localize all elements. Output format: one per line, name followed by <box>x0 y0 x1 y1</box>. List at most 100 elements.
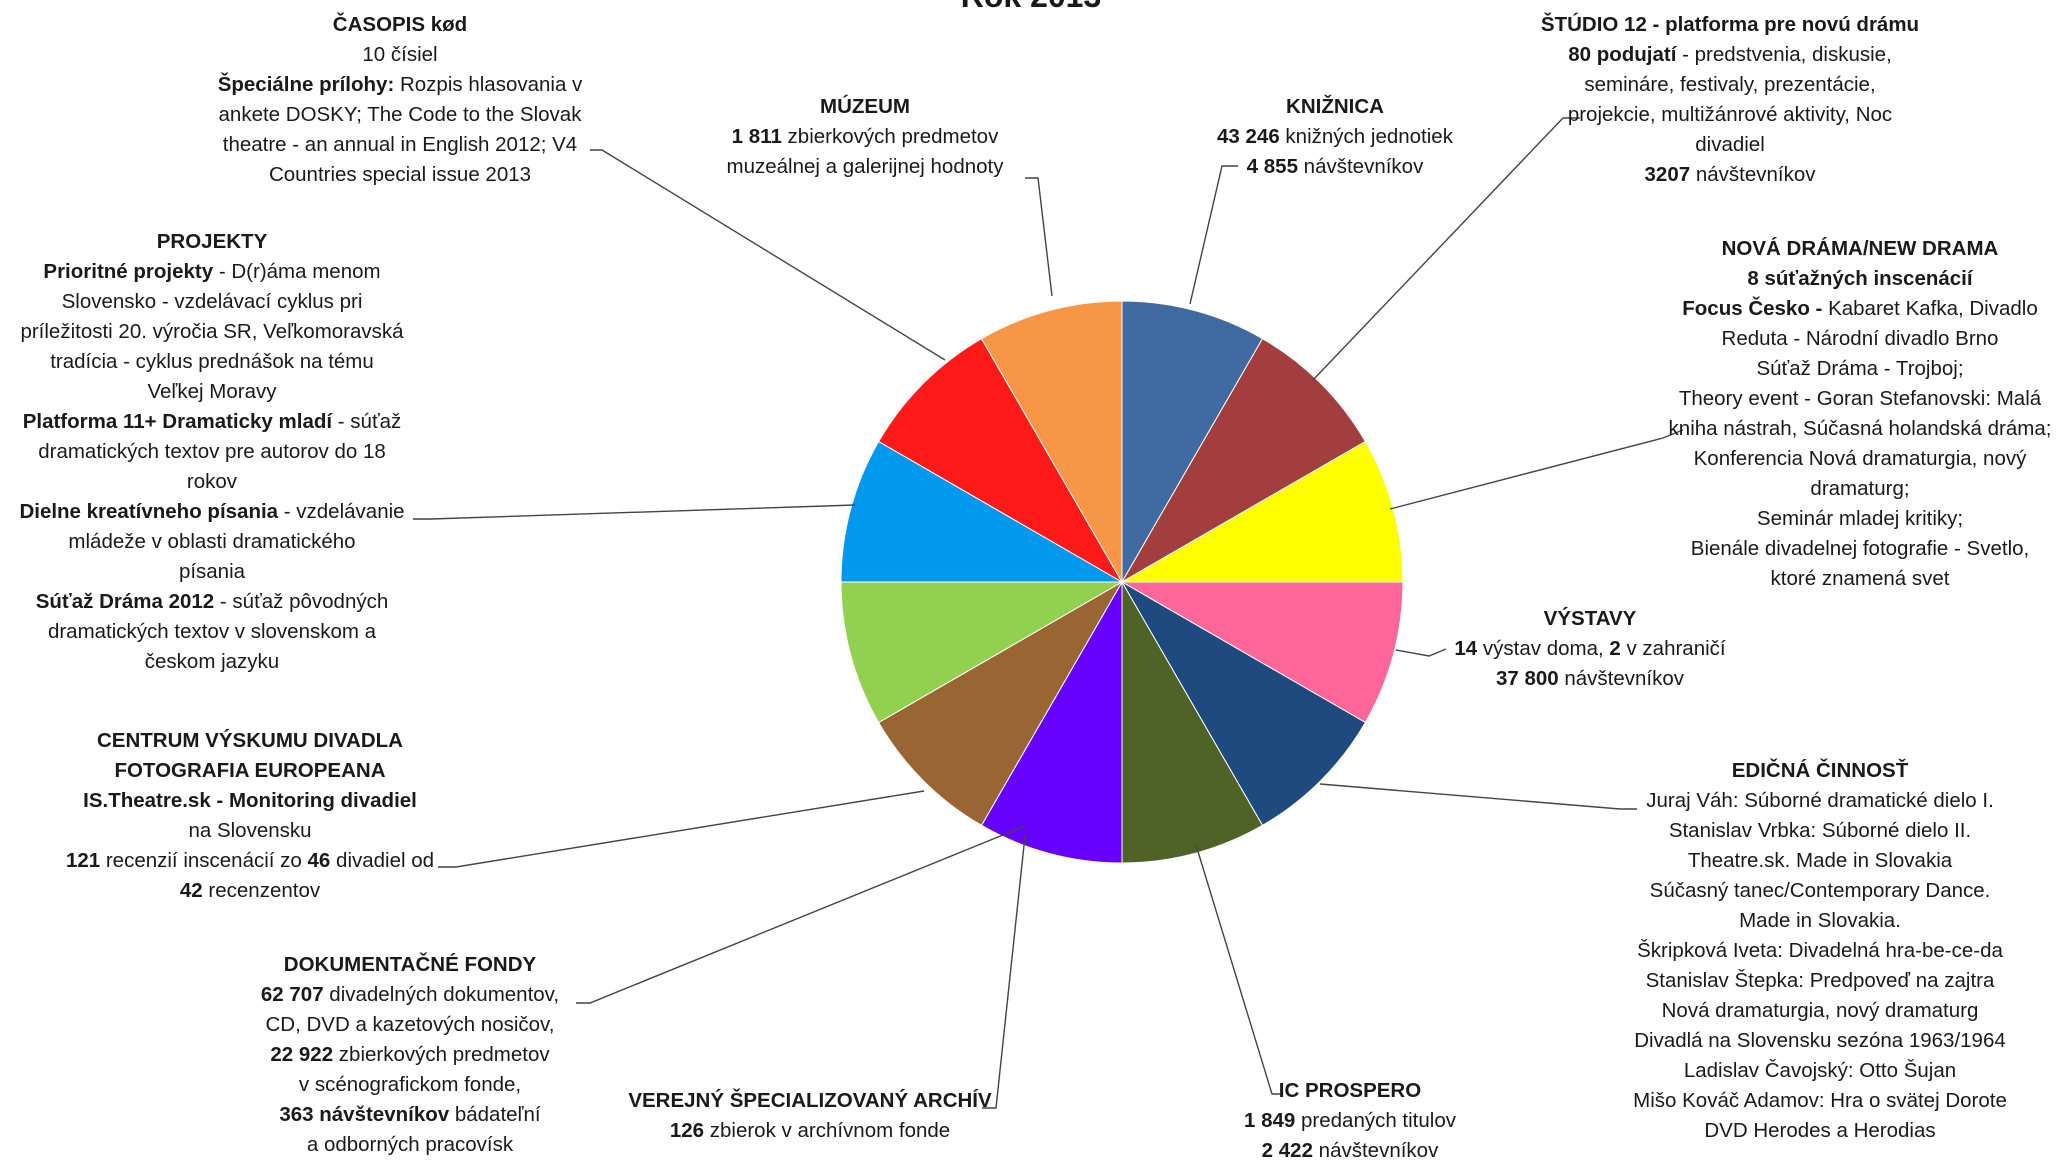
label-nova-drama: NOVÁ DRÁMA/NEW DRAMA 8 súťažných inscená… <box>1660 234 2060 594</box>
edicna-line: Stanislav Vrbka: Súborné dielo II. <box>1668 819 1972 842</box>
leader-line-prospero <box>1195 844 1283 1095</box>
projekty-line: Dielne kreatívneho písania - vzdelávanie <box>19 500 405 523</box>
muzeum-line: 1 811 zbierkových predmetov <box>731 125 999 148</box>
pie-slice-7 <box>980 580 1123 864</box>
leader-line-edicna <box>1319 783 1637 810</box>
dokumentacne-line: 363 návštevníkov bádateľní <box>279 1103 541 1126</box>
edicna-line: Made in Slovakia. <box>1739 909 1901 932</box>
projekty-line: rokov <box>186 470 238 493</box>
pie-slice-3 <box>1120 440 1404 583</box>
nova-drama-line: Theory event - Goran Stefanovski: Malá <box>1678 387 2042 410</box>
projekty-line: mládeže v oblasti dramatického <box>68 530 356 553</box>
kniznica-line: 43 246 knižných jednotiek <box>1217 125 1453 148</box>
pie-slice-5 <box>1120 580 1367 827</box>
vystavy-line: 37 800 návštevníkov <box>1495 667 1685 690</box>
edicna-line: Divadlá na Slovensku sezóna 1963/1964 <box>1634 1029 2006 1052</box>
prospero-line: 2 422 návštevníkov <box>1261 1139 1439 1162</box>
nova-drama-line: Konferencia Nová dramaturgia, nový <box>1693 447 2027 470</box>
vystavy-title: VÝSTAVY <box>1543 607 1637 630</box>
dokumentacne-line: v scénografickom fonde, <box>298 1073 522 1096</box>
muzeum-title: MÚZEUM <box>820 95 910 118</box>
edicna-line: Mišo Kováč Adamov: Hra o svätej Dorote <box>1633 1089 2007 1112</box>
leader-line-casopis <box>590 149 946 361</box>
label-vystavy: VÝSTAVY 14 výstav doma, 2 v zahraničí 37… <box>1440 604 1740 694</box>
studio-line: divadiel <box>1695 133 1765 156</box>
nova-drama-line: Seminár mladej kritiky; <box>1756 507 1964 530</box>
edicna-line: Stanislav Štepka: Predpoveď na zajtra <box>1645 969 1995 992</box>
casopis-title: ČASOPIS kød <box>332 13 468 36</box>
leader-line-archiv <box>982 835 1026 1109</box>
label-centrum: CENTRUM VÝSKUMU DIVADLA FOTOGRAFIA EUROP… <box>60 726 440 906</box>
nova-drama-line: Reduta - Národní divadlo Brno <box>1721 327 1999 350</box>
nova-drama-line: ktoré znamená svet <box>1770 567 1950 590</box>
prospero-line: 1 849 predaných titulov <box>1244 1109 1456 1132</box>
edicna-line: Theatre.sk. Made in Slovakia <box>1687 849 1953 872</box>
projekty-line: Slovensko - vzdelávací cyklus pri <box>61 290 363 313</box>
projekty-line: Veľkej Moravy <box>147 380 277 403</box>
label-edicna: EDIČNÁ ČINNOSŤ Juraj Váh: Súborné dramat… <box>1610 756 2030 1146</box>
chart-title: Rok 2013 <box>0 0 2062 15</box>
pie-slice-8 <box>877 580 1124 827</box>
pie-slice-12 <box>980 300 1123 584</box>
edicna-line: DVD Herodes a Herodias <box>1704 1119 1936 1142</box>
projekty-line: dramatických textov v slovenskom a <box>47 620 377 643</box>
edicna-line: Súčasný tanec/Contemporary Dance. <box>1649 879 1991 902</box>
pie-slices <box>840 300 1404 864</box>
projekty-line: písania <box>178 560 246 583</box>
casopis-line: Countries special issue 2013 <box>268 163 532 186</box>
label-muzeum: MÚZEUM 1 811 zbierkových predmetov muzeá… <box>700 92 1030 182</box>
centrum-line: 42 recenzentov <box>179 879 321 902</box>
pie-slice-4 <box>1120 581 1404 724</box>
label-prospero: IC PROSPERO 1 849 predaných titulov 2 42… <box>1210 1076 1490 1166</box>
archiv-title: VEREJNÝ ŠPECIALIZOVANÝ ARCHÍV <box>628 1089 992 1112</box>
muzeum-line: muzeálnej a galerijnej hodnoty <box>726 155 1004 178</box>
pie-slice-11 <box>877 337 1124 584</box>
label-dokumentacne: DOKUMENTAČNÉ FONDY 62 707 divadelných do… <box>230 950 590 1160</box>
pie-slice-6 <box>1121 580 1264 864</box>
vystavy-line: 14 výstav doma, 2 v zahraničí <box>1454 637 1726 660</box>
kniznica-line: 4 855 návštevníkov <box>1246 155 1424 178</box>
prospero-title: IC PROSPERO <box>1278 1079 1422 1102</box>
label-kniznica: KNIŽNICA 43 246 knižných jednotiek 4 855… <box>1190 92 1480 182</box>
centrum-line: na Slovensku <box>188 819 312 842</box>
projekty-line: Prioritné projekty - D(r)áma menom <box>43 260 381 283</box>
edicna-line: Škripková Iveta: Divadelná hra-be-ce-da <box>1637 939 2003 962</box>
edicna-title: EDIČNÁ ČINNOSŤ <box>1731 759 1909 782</box>
centrum-line: 121 recenzií inscenácií zo 46 divadiel o… <box>65 849 435 872</box>
label-casopis: ČASOPIS kød 10 čísiel Špeciálne prílohy:… <box>204 10 596 190</box>
projekty-title: PROJEKTY <box>156 230 268 253</box>
projekty-line: Súťaž Dráma 2012 - súťaž pôvodných <box>35 590 389 613</box>
leader-line-kniznica <box>1189 165 1238 305</box>
dokumentacne-line: CD, DVD a kazetových nosičov, <box>265 1013 555 1036</box>
nova-drama-line: Focus Česko - Kabaret Kafka, Divadlo <box>1682 297 2038 320</box>
casopis-line: ankete DOSKY; The Code to the Slovak <box>218 103 582 126</box>
leader-line-centrum <box>438 790 925 868</box>
nova-drama-line: Súťaž Dráma - Trojboj; <box>1756 357 1964 380</box>
kniznica-title: KNIŽNICA <box>1286 95 1384 118</box>
dokumentacne-line: a odborných pracovísk <box>306 1133 514 1156</box>
pie-slice-9 <box>840 581 1124 724</box>
dokumentacne-line: 22 922 zbierkových predmetov <box>270 1043 550 1066</box>
casopis-line: Špeciálne prílohy: Rozpis hlasovania v <box>217 73 583 96</box>
casopis-line: 10 čísiel <box>362 43 438 66</box>
nova-drama-line: kniha nástrah, Súčasná holandská dráma; <box>1668 417 2052 440</box>
nova-drama-line: dramaturg; <box>1810 477 1910 500</box>
studio-line: projekcie, multižánrové aktivity, Noc <box>1567 103 1893 126</box>
projekty-line: českom jazyku <box>144 650 280 673</box>
label-projekty: PROJEKTY Prioritné projekty - D(r)áma me… <box>8 227 416 677</box>
pie-slice-2 <box>1120 337 1367 584</box>
nova-drama-line: Bienále divadelnej fotografie - Svetlo, <box>1690 537 2030 560</box>
nova-drama-line: 8 súťažných inscenácií <box>1747 267 1973 290</box>
label-studio12: ŠTÚDIO 12 - platforma pre novú drámu 80 … <box>1530 10 1930 190</box>
archiv-line: 126 zbierok v archívnom fonde <box>669 1119 951 1142</box>
pie-slice-10 <box>840 440 1124 583</box>
leader-line-dokumentacne <box>576 825 1026 1004</box>
centrum-title: FOTOGRAFIA EUROPEANA <box>114 759 386 782</box>
pie-slice-1 <box>1121 300 1264 584</box>
projekty-line: tradícia - cyklus prednášok na tému <box>50 350 374 373</box>
leader-line-nova-drama <box>1389 429 1684 510</box>
edicna-line: Ladislav Čavojský: Otto Šujan <box>1683 1059 1957 1082</box>
studio-title: ŠTÚDIO 12 - platforma pre novú drámu <box>1540 13 1920 36</box>
studio-line: 80 podujatí - predstvenia, diskusie, <box>1568 43 1892 66</box>
